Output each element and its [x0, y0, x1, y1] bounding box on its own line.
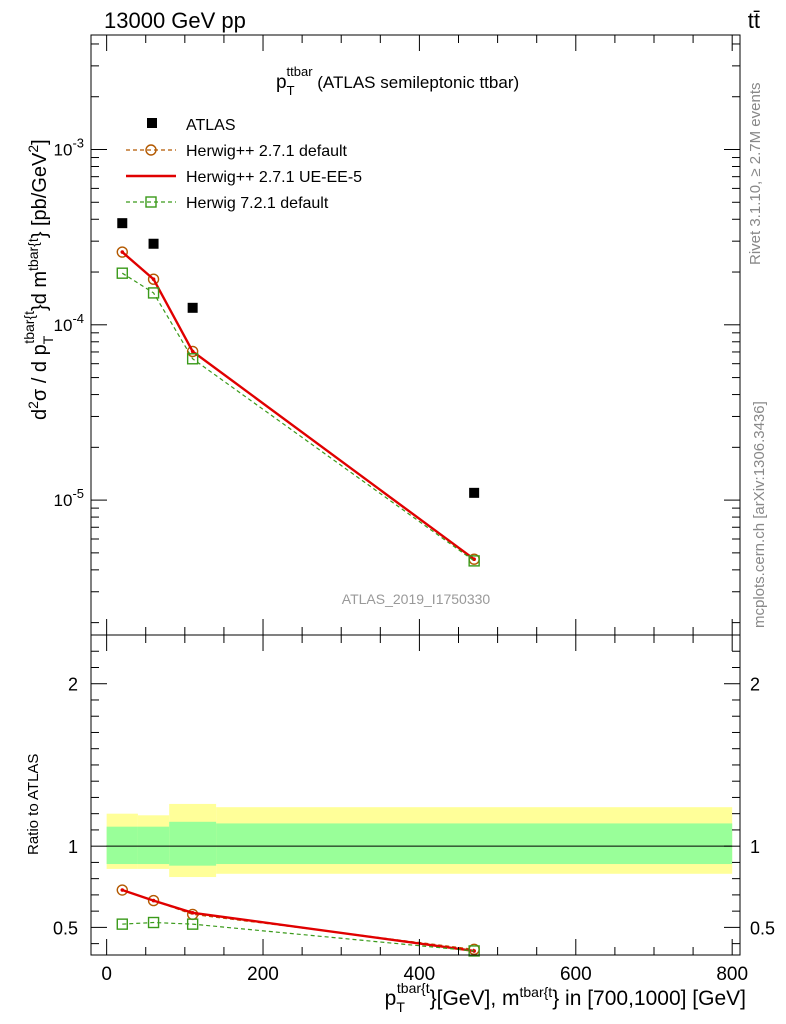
herwig7-default-line	[121, 272, 475, 562]
herwigpp-ueee5-ratio-point	[120, 888, 125, 892]
legend-marker-herwig7-default	[145, 196, 157, 208]
main-ticks	[91, 35, 740, 635]
ratio-y-tick-label-right-2: 2	[750, 675, 760, 695]
main-y-tick-labels: 10-5 10-4 10-3	[54, 136, 84, 511]
legend-label-atlas: ATLAS	[186, 117, 236, 134]
analysis-watermark: ATLAS_2019_I1750330	[342, 591, 491, 607]
herwig7-default-ratio-line	[122, 921, 475, 952]
legend-marker-herwigpp-default	[145, 144, 157, 156]
ratio-band-green	[106, 826, 138, 865]
y-tick-label-1e-4: 10-4	[54, 311, 84, 335]
herwigpp-ueee5-ratio-point	[190, 910, 195, 915]
x-tick-label: 800	[716, 964, 748, 985]
main-series	[116, 218, 480, 567]
mcplots-label: mcplots.cern.ch [arXiv:1306.3436]	[751, 401, 768, 628]
herwigpp-ueee5-ratio-line	[121, 888, 475, 953]
header-left: 13000 GeV pp	[104, 8, 246, 33]
atlas-point	[117, 218, 128, 229]
atlas-point	[469, 487, 480, 498]
herwigpp-default-point	[147, 273, 160, 285]
y-tick-label-1e-5: 10-5	[54, 486, 84, 510]
herwig7-default-ratio-point	[147, 916, 160, 929]
herwig7-default-ratio-point	[468, 945, 480, 957]
ratio-uncertainty-bands	[106, 803, 733, 878]
rivet-label: Rivet 3.1.10, ≥ 2.7M events	[747, 83, 764, 266]
herwigpp-ueee5-line	[121, 251, 475, 561]
ratio-panel: 0.5 1 2 0.5 1 2 0 200 400 600 800	[53, 634, 775, 985]
herwig7-default-point	[116, 267, 128, 279]
herwigpp-default-point	[186, 345, 199, 358]
legend-marker-atlas	[147, 118, 157, 128]
x-tick-label: 600	[560, 964, 592, 985]
ratio-frame	[90, 634, 741, 956]
herwig7-default-point	[468, 555, 480, 567]
ratio-band-green	[137, 826, 170, 865]
ratio-y-tick-label-right-1: 1	[750, 837, 760, 857]
herwig7-default-ratio-point	[116, 918, 128, 930]
herwigpp-default-ratio-point	[116, 884, 128, 896]
legend-label-herwigpp-ueee5: Herwig++ 2.7.1 UE-EE-5	[186, 169, 362, 186]
herwigpp-default-ratio-line	[122, 889, 475, 950]
herwigpp-ueee5-ratio-point	[151, 898, 156, 903]
herwig7-default-ratio-point	[186, 918, 199, 930]
legend: ATLAS Herwig++ 2.7.1 default Herwig++ 2.…	[126, 117, 362, 212]
header-right: tt̄	[748, 8, 760, 33]
herwigpp-default-ratio-point	[147, 894, 160, 907]
ratio-y-tick-label-2: 2	[68, 675, 78, 695]
ratio-ticks	[91, 635, 740, 955]
main-y-axis-label: d2σ / d pTtbar{t}d mtbar{t} [pb/GeV2]	[21, 139, 56, 420]
ratio-band-green	[216, 823, 733, 865]
main-panel: 10-5 10-4 10-3 pTttbar (ATLAS semilepton…	[54, 34, 741, 636]
herwigpp-default-line	[121, 251, 475, 560]
legend-label-herwigpp-default: Herwig++ 2.7.1 default	[186, 143, 348, 160]
x-tick-label: 200	[247, 964, 279, 985]
ratio-y-tick-label-1: 1	[68, 837, 78, 857]
atlas-point	[187, 302, 198, 313]
ratio-band-green	[169, 821, 217, 866]
x-tick-labels: 0 200 400 600 800	[101, 964, 748, 985]
herwigpp-ueee5-point	[151, 277, 156, 282]
ratio-y-tick-labels: 0.5 1 2 0.5 1 2	[53, 675, 775, 939]
plot-title: pTttbar (ATLAS semileptonic ttbar)	[276, 64, 519, 98]
y-tick-label-1e-3: 10-3	[54, 136, 84, 160]
legend-label-herwig7-default: Herwig 7.2.1 default	[186, 195, 329, 212]
ratio-series	[116, 884, 480, 957]
ratio-y-tick-label-0.5: 0.5	[53, 918, 78, 938]
herwig7-default-point	[186, 353, 199, 365]
x-tick-label: 400	[404, 964, 436, 985]
herwigpp-default-point	[116, 246, 128, 258]
atlas-point	[148, 238, 159, 249]
x-axis-label: pTtbar{t}[GeV], mtbar{t} in [700,1000] […	[385, 980, 746, 1015]
herwig7-default-point	[147, 287, 160, 299]
herwigpp-ueee5-point	[190, 349, 195, 354]
x-tick-label: 0	[101, 964, 112, 985]
ratio-y-tick-label-right-0.5: 0.5	[750, 918, 775, 938]
ratio-y-axis-label: Ratio to ATLAS	[25, 754, 42, 855]
herwigpp-ueee5-point	[120, 250, 125, 254]
